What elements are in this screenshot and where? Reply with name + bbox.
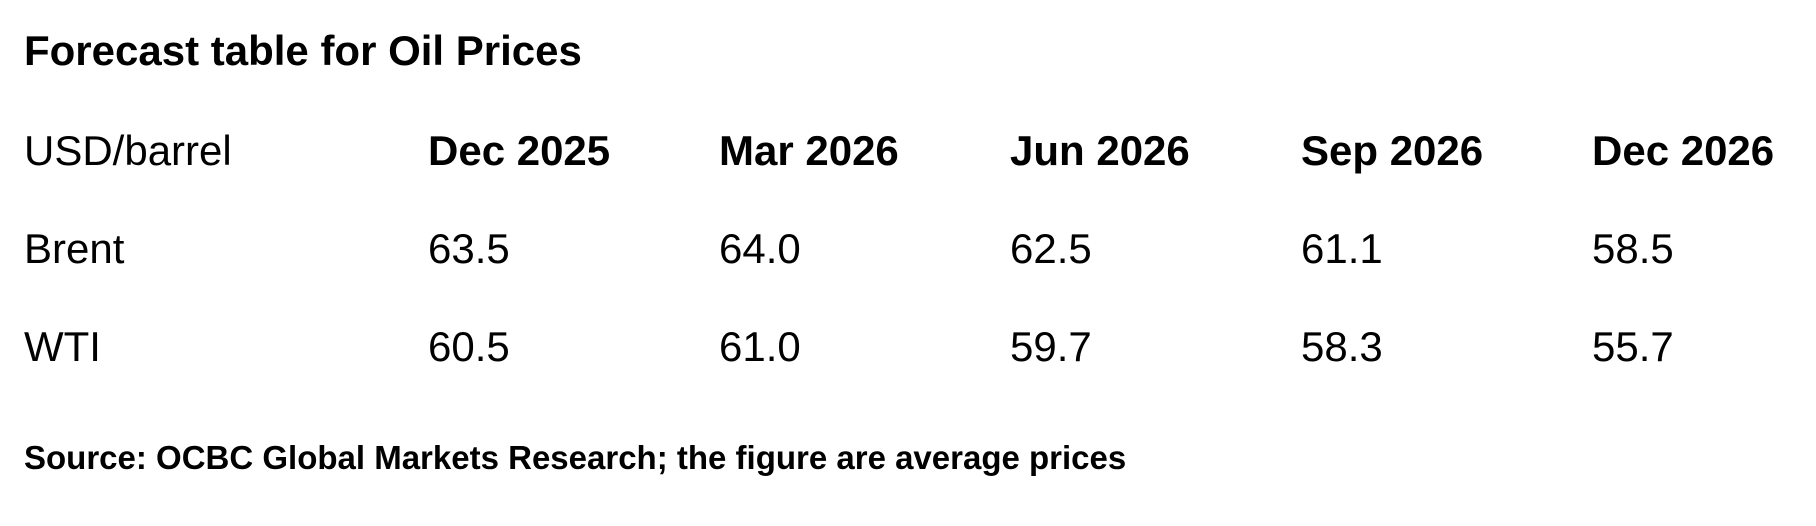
source-note: Source: OCBC Global Markets Research; th… xyxy=(24,439,1127,476)
row-label-brent: Brent xyxy=(24,225,125,272)
table-cell-wti-dec-2025: 60.5 xyxy=(428,323,510,370)
table-row-brent: Brent 63.5 64.0 62.5 61.1 58.5 xyxy=(24,228,1792,270)
table-cell-brent-dec-2025: 63.5 xyxy=(428,225,510,272)
table-row-wti: WTI 60.5 61.0 59.7 58.3 55.7 xyxy=(24,326,1792,368)
table-cell-brent-dec-2026: 58.5 xyxy=(1592,225,1674,272)
column-header-dec-2025: Dec 2025 xyxy=(428,127,611,174)
page-title: Forecast table for Oil Prices xyxy=(24,27,582,74)
column-header-jun-2026: Jun 2026 xyxy=(1010,127,1190,174)
table-cell-brent-mar-2026: 64.0 xyxy=(719,225,801,272)
table-cell-wti-mar-2026: 61.0 xyxy=(719,323,801,370)
table-cell-wti-dec-2026: 55.7 xyxy=(1592,323,1674,370)
column-header-dec-2026: Dec 2026 xyxy=(1592,127,1775,174)
unit-label: USD/barrel xyxy=(24,127,232,174)
column-header-mar-2026: Mar 2026 xyxy=(719,127,899,174)
table-cell-wti-jun-2026: 59.7 xyxy=(1010,323,1092,370)
table-cell-brent-jun-2026: 62.5 xyxy=(1010,225,1092,272)
table-header-row: USD/barrel Dec 2025 Mar 2026 Jun 2026 Se… xyxy=(24,130,1792,172)
row-label-wti: WTI xyxy=(24,323,101,370)
column-header-sep-2026: Sep 2026 xyxy=(1301,127,1484,174)
table-cell-wti-sep-2026: 58.3 xyxy=(1301,323,1383,370)
oil-price-forecast-table: Forecast table for Oil Prices USD/barrel… xyxy=(0,30,1816,526)
table-cell-brent-sep-2026: 61.1 xyxy=(1301,225,1383,272)
